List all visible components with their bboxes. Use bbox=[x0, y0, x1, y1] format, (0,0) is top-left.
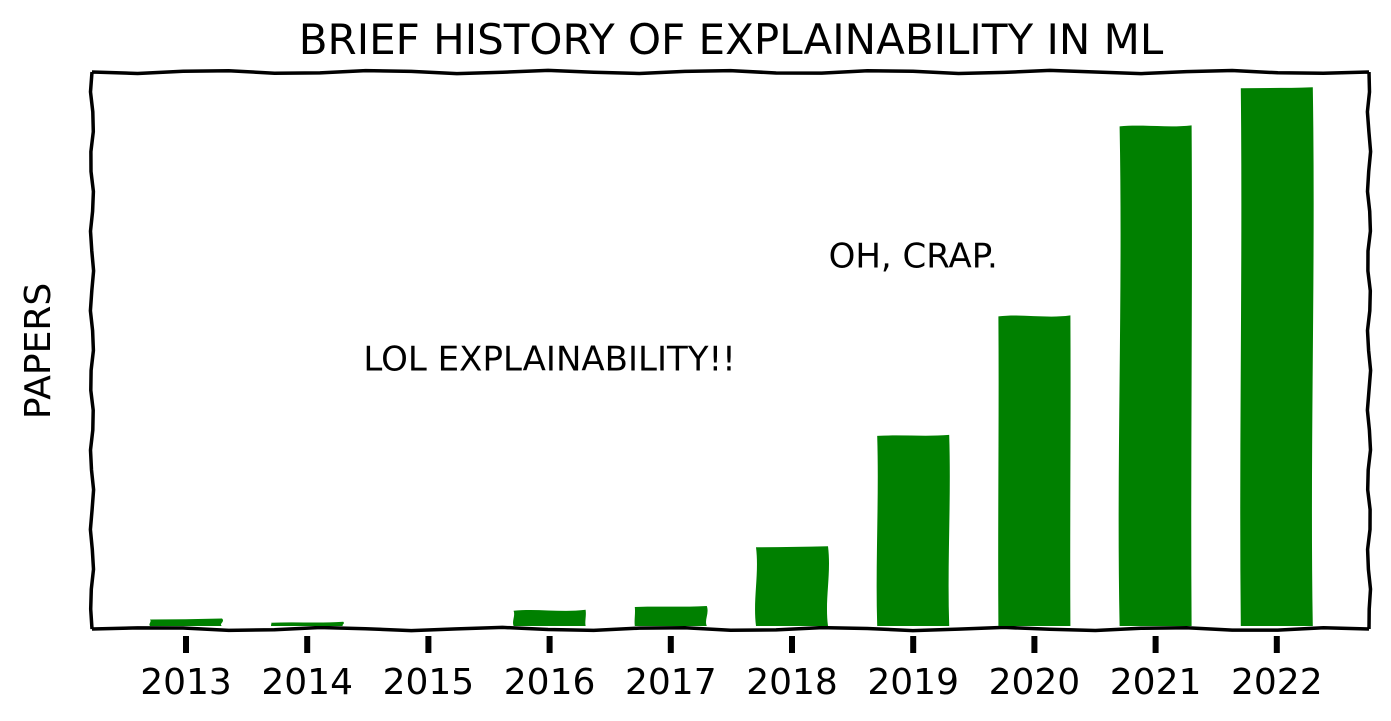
bar-2022 bbox=[1240, 87, 1314, 626]
bars bbox=[149, 87, 1314, 627]
x-tick-label-2019: 2019 bbox=[867, 662, 959, 703]
annotation-1: LOL EXPLAINABILITY!! bbox=[363, 340, 735, 380]
plot-frame bbox=[88, 68, 1373, 633]
bar-2013 bbox=[149, 618, 224, 626]
bar-2018 bbox=[755, 546, 830, 626]
annotation-2: OH, CRAP. bbox=[829, 237, 998, 277]
x-tick-label-2021: 2021 bbox=[1110, 662, 1202, 703]
bar-2017 bbox=[634, 605, 708, 626]
bar-2020 bbox=[998, 315, 1071, 626]
x-tick-label-2016: 2016 bbox=[504, 662, 596, 703]
bar-2014 bbox=[270, 621, 344, 626]
bar-2019 bbox=[876, 434, 950, 626]
x-tick-label-2022: 2022 bbox=[1231, 662, 1323, 703]
x-tick-label-2018: 2018 bbox=[746, 662, 838, 703]
x-tick-label-2020: 2020 bbox=[989, 662, 1081, 703]
x-tick-label-2017: 2017 bbox=[625, 662, 717, 703]
y-axis-label: PAPERS bbox=[18, 283, 59, 419]
chart-title: BRIEF HISTORY OF EXPLAINABILITY IN ML bbox=[299, 15, 1164, 64]
annotations: LOL EXPLAINABILITY!! OH, CRAP. bbox=[363, 237, 997, 380]
x-ticks bbox=[183, 636, 1280, 653]
bar-2021 bbox=[1118, 125, 1192, 627]
x-tick-label-2013: 2013 bbox=[140, 662, 232, 703]
x-tick-label-2014: 2014 bbox=[261, 662, 353, 703]
x-tick-label-2015: 2015 bbox=[383, 662, 475, 703]
bar-2016 bbox=[513, 609, 586, 626]
x-tick-labels: 2013 2014 2015 2016 2017 2018 2019 2020 2021 2022 bbox=[140, 662, 1322, 703]
